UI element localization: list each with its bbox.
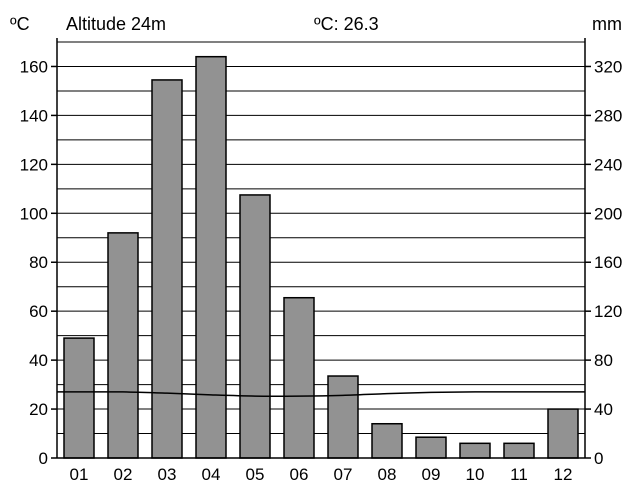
precipitation-bar [371,422,403,459]
left-unit-label: ºC [10,14,30,34]
y-right-tick-label: 240 [594,155,622,174]
axes [56,38,586,459]
x-tick-label: 08 [378,465,397,484]
y-right-tick-label: 200 [594,204,622,223]
precipitation-bars [63,55,579,459]
precipitation-bar [107,232,139,459]
precipitation-bar [63,337,95,459]
tick-labels: 0204060801001201401600408012016020024028… [20,57,623,484]
precipitation-bar [547,408,579,459]
altitude-label: Altitude 24m [66,14,166,34]
y-left-tick-label: 40 [29,351,48,370]
precipitation-bar [459,442,491,459]
temperature-line [57,391,585,397]
x-tick-label: 09 [422,465,441,484]
x-tick-label: 01 [70,465,89,484]
y-right-tick-label: 0 [594,449,603,468]
x-tick-label: 02 [114,465,133,484]
x-tick-label: 07 [334,465,353,484]
y-right-tick-label: 40 [594,400,613,419]
y-right-tick-label: 320 [594,57,622,76]
x-tick-label: 12 [554,465,573,484]
mean-temperature-label: ºC: 26.3 [314,14,379,34]
y-left-tick-label: 20 [29,400,48,419]
precipitation-bar [503,442,535,459]
y-left-tick-label: 80 [29,253,48,272]
x-tick-label: 04 [202,465,221,484]
precipitation-bar [151,79,183,459]
x-tick-label: 03 [158,465,177,484]
x-tick-label: 06 [290,465,309,484]
precipitation-bar [415,436,447,459]
y-left-tick-label: 100 [20,204,48,223]
y-left-tick-label: 160 [20,57,48,76]
y-left-tick-label: 60 [29,302,48,321]
y-right-tick-label: 160 [594,253,622,272]
y-left-tick-label: 120 [20,155,48,174]
y-right-tick-label: 120 [594,302,622,321]
y-left-tick-label: 0 [39,449,48,468]
right-unit-label: mm [592,14,622,34]
x-tick-label: 11 [510,465,528,484]
y-left-tick-label: 140 [20,106,48,125]
x-tick-label: 10 [466,465,485,484]
x-tick-label: 05 [246,465,265,484]
grid-lines [57,41,585,435]
precipitation-bar [239,194,271,459]
precipitation-bar [327,375,359,459]
precipitation-bar [195,55,227,459]
y-right-tick-label: 280 [594,106,622,125]
y-right-tick-label: 80 [594,351,613,370]
precipitation-bar [283,296,315,459]
